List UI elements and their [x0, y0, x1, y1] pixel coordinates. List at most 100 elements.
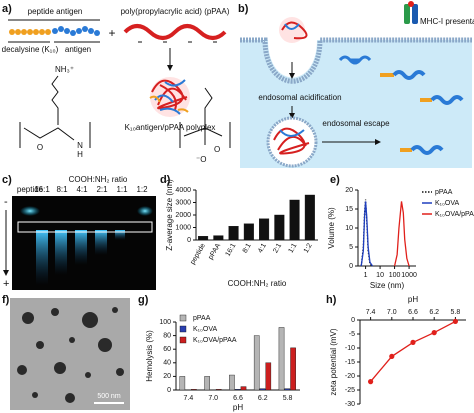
y-axis-title: Hemolysis (%): [145, 330, 154, 382]
label: NH₃⁺: [55, 65, 74, 74]
panel-label: e): [330, 174, 340, 186]
bar: [228, 226, 239, 241]
x-tick-label: 6.6: [408, 309, 418, 316]
x-tick-label: peptide: [189, 242, 207, 265]
axis-line: [359, 319, 466, 404]
x-axis-title: COOH:NH₂ ratio: [228, 279, 287, 288]
y-tick-label: 1000: [175, 224, 191, 231]
bar: [234, 389, 241, 391]
y-tick-label: 15: [345, 206, 353, 213]
panel-label: a): [2, 3, 12, 15]
x-tick-label: 6.2: [429, 309, 439, 316]
point: [431, 330, 437, 336]
legend-label: K₁₀OVA: [435, 200, 460, 207]
diagram-a: peptide antigen decalysine (K₁₀) antigen…: [2, 7, 231, 164]
bar: [179, 376, 186, 391]
bar: [259, 388, 266, 391]
y-axis-title: zeta potential (mV): [329, 328, 338, 395]
bar: [304, 194, 315, 241]
bar: [204, 376, 210, 391]
x-tick-label: pPAA: [207, 242, 222, 261]
lane-label: 4:1: [76, 185, 88, 194]
bar: [213, 235, 224, 241]
legend-label: K₁₀OVA/pPAA: [193, 337, 237, 344]
x-tick-label: 5.8: [283, 395, 293, 402]
lane-label: 1:2: [136, 185, 148, 194]
bar: [253, 335, 260, 391]
label: MHC-I presentation: [420, 17, 474, 26]
y-tick-label: 4000: [175, 187, 191, 194]
lane-label: 1:1: [116, 185, 128, 194]
label: N: [77, 141, 83, 150]
label: endosomal escape: [322, 119, 390, 128]
y-tick-label: -25: [345, 387, 355, 394]
point: [452, 318, 458, 324]
x-axis-title: Size (nm): [370, 281, 405, 290]
y-tick-label: 10: [345, 225, 353, 232]
x-tick-label: 1:2: [303, 242, 314, 254]
x-tick-label: 7.0: [387, 309, 397, 316]
legend-label: pPAA: [193, 315, 211, 322]
y-tick-label: 40: [163, 360, 171, 367]
point: [368, 379, 374, 385]
lane-label: 16:1: [34, 185, 50, 194]
label: COOH:NH₂ ratio: [69, 175, 128, 184]
scale-label: 500 nm: [97, 393, 121, 400]
y-tick-label: -15: [345, 359, 355, 366]
label: +: [108, 26, 115, 40]
series-line: [370, 320, 456, 383]
lane-label: 8:1: [56, 185, 68, 194]
x-tick-label: 7.4: [184, 395, 194, 402]
y-tick-label: 20: [345, 187, 353, 194]
label: decalysine (K₁₀): [2, 45, 59, 54]
bar: [243, 223, 254, 241]
bar: [290, 347, 296, 391]
point: [389, 353, 395, 359]
x-tick-label: 8:1: [242, 242, 253, 254]
label: endosomal acidification: [258, 93, 341, 102]
x-tick-label: 2:1: [272, 242, 283, 254]
x-tick-label: 7.4: [366, 309, 376, 316]
x-tick-label: 6.2: [258, 395, 268, 402]
panel-label: b): [238, 3, 249, 15]
label: K₁₀antigen/pPAA polyplex: [125, 123, 216, 132]
point: [410, 339, 416, 345]
y-tick-label: 80: [163, 332, 171, 339]
y-tick-label: 5: [349, 244, 353, 251]
x-tick-label: 7.0: [208, 395, 218, 402]
y-tick-label: 20: [163, 373, 171, 380]
legend-swatch: [179, 325, 187, 333]
y-tick-label: 60: [163, 346, 171, 353]
bar: [259, 218, 270, 241]
bar: [229, 374, 235, 391]
bar: [274, 214, 285, 241]
gel: peptide COOH:NH₂ ratio - +: [3, 175, 156, 290]
x-tick-label: 100: [389, 272, 401, 279]
label: ⁻O: [196, 155, 206, 164]
bar: [198, 236, 209, 241]
bar: [240, 386, 247, 391]
legend-swatch: [179, 336, 187, 344]
x-tick-label: 16:1: [225, 242, 238, 257]
y-tick-label: -20: [345, 373, 355, 380]
x-tick-label: 10: [376, 272, 384, 279]
y-axis-title: Volume (%): [327, 207, 336, 249]
bar: [289, 199, 300, 241]
label: peptide antigen: [28, 7, 83, 16]
label: poly(propylacrylic acid) (pPAA): [121, 7, 230, 16]
panel-label: f): [2, 294, 10, 306]
y-tick-label: 2000: [175, 212, 191, 219]
x-tick-label: 1:1: [288, 242, 299, 254]
x-tick-label: 6.6: [233, 395, 243, 402]
panel-label: d): [160, 174, 171, 186]
panel-label: c): [2, 174, 12, 186]
y-tick-label: 0: [351, 317, 355, 324]
series-line: [393, 201, 410, 267]
y-tick-label: -30: [345, 401, 355, 408]
panel-label: h): [326, 294, 337, 306]
legend-label: K₁₀OVA: [193, 326, 218, 333]
bar: [265, 362, 272, 391]
x-tick-label: 1000: [401, 272, 417, 279]
